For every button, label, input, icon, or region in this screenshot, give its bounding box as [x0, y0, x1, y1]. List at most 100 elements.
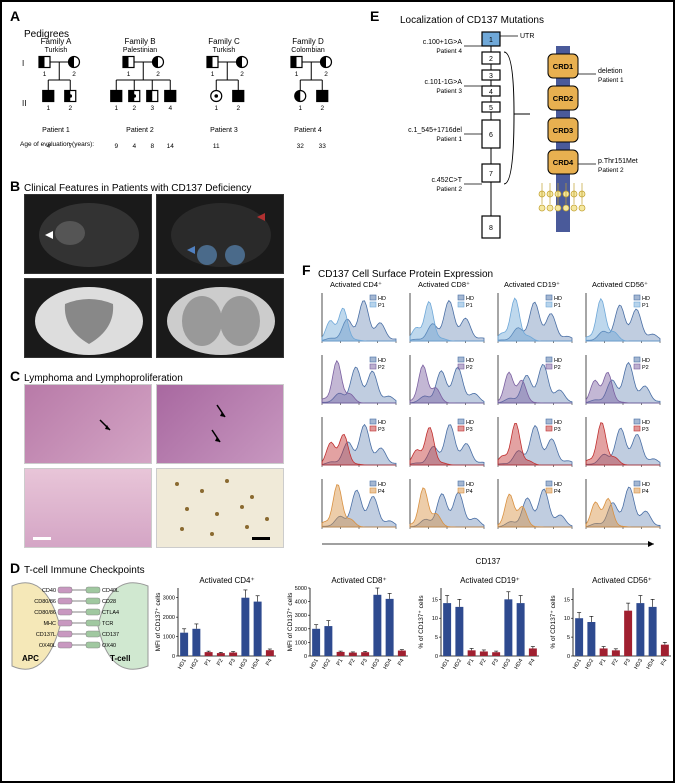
svg-text:HD2: HD2 [189, 658, 200, 671]
svg-text:0: 0 [566, 654, 569, 660]
svg-text:2: 2 [72, 71, 76, 78]
svg-text:TCR: TCR [102, 621, 113, 627]
svg-text:MFI of CD137⁺ cells: MFI of CD137⁺ cells [155, 592, 162, 651]
scan-3 [24, 278, 152, 358]
svg-text:c.100+1G>A: c.100+1G>A [423, 39, 463, 46]
svg-text:P4: P4 [660, 658, 669, 667]
svg-text:1: 1 [114, 105, 118, 112]
svg-text:3: 3 [489, 73, 493, 80]
histo-3 [24, 468, 152, 548]
svg-text:33: 33 [319, 143, 327, 150]
svg-text:I: I [22, 59, 24, 68]
svg-text:1000: 1000 [163, 635, 175, 641]
panel-c-label: C [10, 368, 20, 386]
svg-text:HD: HD [378, 296, 386, 302]
svg-text:1: 1 [127, 71, 131, 78]
svg-text:9: 9 [114, 143, 118, 150]
svg-text:HD: HD [642, 482, 650, 488]
svg-text:1: 1 [46, 105, 50, 112]
svg-text:CD137L: CD137L [36, 632, 56, 638]
svg-text:1: 1 [43, 71, 47, 78]
svg-text:HD3: HD3 [370, 658, 381, 671]
svg-text:Patient 2: Patient 2 [126, 127, 154, 134]
svg-text:P1: P1 [335, 658, 344, 667]
facs-plot: HDP1 [488, 289, 576, 351]
scan-grid [24, 194, 284, 358]
svg-text:10: 10 [563, 616, 569, 622]
svg-text:HD2: HD2 [452, 658, 463, 671]
svg-text:CRD1: CRD1 [553, 62, 573, 71]
svg-text:P1: P1 [467, 658, 476, 667]
facs-x-label: CD137 [312, 557, 664, 566]
svg-text:MHC: MHC [43, 621, 56, 627]
facs-plot: HDP4 [312, 475, 400, 537]
panel-b-label: B [10, 178, 20, 196]
svg-text:HD3: HD3 [238, 658, 249, 671]
svg-text:P4: P4 [466, 489, 473, 495]
svg-text:MFI of CD137⁺ cells: MFI of CD137⁺ cells [287, 592, 294, 651]
svg-text:Activated CD4⁺: Activated CD4⁺ [199, 576, 254, 585]
svg-text:CD137: CD137 [102, 632, 119, 638]
svg-text:HD: HD [554, 358, 562, 364]
svg-text:HD: HD [554, 296, 562, 302]
svg-text:2: 2 [68, 105, 72, 112]
svg-text:HD: HD [466, 358, 474, 364]
svg-text:Patient 4: Patient 4 [294, 127, 322, 134]
svg-text:% of CD137⁺ cells: % of CD137⁺ cells [550, 595, 557, 649]
svg-text:CTLA4: CTLA4 [102, 610, 119, 616]
svg-text:10: 10 [432, 616, 438, 622]
svg-text:1: 1 [298, 105, 302, 112]
svg-text:8: 8 [150, 143, 154, 150]
svg-text:P1: P1 [378, 303, 385, 309]
svg-text:5: 5 [489, 105, 493, 112]
svg-text:Patient 1: Patient 1 [598, 77, 624, 84]
panel-f-label: F [302, 262, 311, 280]
svg-text:P4: P4 [554, 489, 561, 495]
svg-text:Colombian: Colombian [291, 47, 325, 54]
svg-text:II: II [22, 99, 26, 108]
svg-text:P3: P3 [623, 658, 632, 667]
svg-text:Palestinian: Palestinian [123, 47, 157, 54]
facs-plot: HDP2 [312, 351, 400, 413]
svg-text:HD: HD [378, 482, 386, 488]
svg-text:4000: 4000 [294, 600, 306, 606]
svg-text:UTR: UTR [520, 33, 534, 40]
svg-text:P3: P3 [228, 658, 237, 667]
svg-text:3000: 3000 [294, 613, 306, 619]
scan-2 [156, 194, 284, 274]
svg-text:P2: P2 [466, 365, 473, 371]
svg-text:1: 1 [211, 71, 215, 78]
svg-text:T-cell: T-cell [110, 654, 130, 663]
facs-col-header: Activated CD8⁺ [400, 280, 488, 289]
svg-text:c.1_545+1716del: c.1_545+1716del [408, 127, 462, 134]
svg-text:P3: P3 [360, 658, 369, 667]
svg-text:1000: 1000 [294, 640, 306, 646]
facs-plot: HDP4 [576, 475, 664, 537]
svg-text:P2: P2 [348, 658, 357, 667]
svg-text:HD: HD [466, 420, 474, 426]
svg-text:Patient 1: Patient 1 [42, 127, 70, 134]
svg-text:6: 6 [489, 132, 493, 139]
svg-text:HD: HD [642, 358, 650, 364]
svg-text:HD1: HD1 [440, 658, 451, 671]
facs-col-header: Activated CD19⁺ [488, 280, 576, 289]
svg-text:Patient 3: Patient 3 [436, 88, 462, 95]
svg-text:c.452C>T: c.452C>T [431, 177, 462, 184]
svg-text:2: 2 [132, 105, 136, 112]
svg-text:Family B: Family B [124, 37, 155, 46]
facs-plot: HDP3 [312, 413, 400, 475]
svg-text:4: 4 [168, 105, 172, 112]
svg-text:3000: 3000 [163, 596, 175, 602]
svg-text:HD: HD [642, 296, 650, 302]
scan-1 [24, 194, 152, 274]
svg-text:P2: P2 [642, 365, 649, 371]
svg-text:5: 5 [435, 635, 438, 641]
svg-text:HD: HD [466, 482, 474, 488]
svg-text:Patient 1: Patient 1 [436, 136, 462, 143]
svg-text:4: 4 [489, 89, 493, 96]
svg-text:OX40L: OX40L [39, 643, 56, 649]
svg-text:Patient 4: Patient 4 [436, 48, 462, 55]
svg-text:Activated CD8⁺: Activated CD8⁺ [331, 576, 386, 585]
svg-text:p.Thr151Met: p.Thr151Met [598, 158, 638, 165]
bar-chart-2: Activated CD19⁺051015% of CD137⁺ cellsHD… [415, 574, 541, 686]
